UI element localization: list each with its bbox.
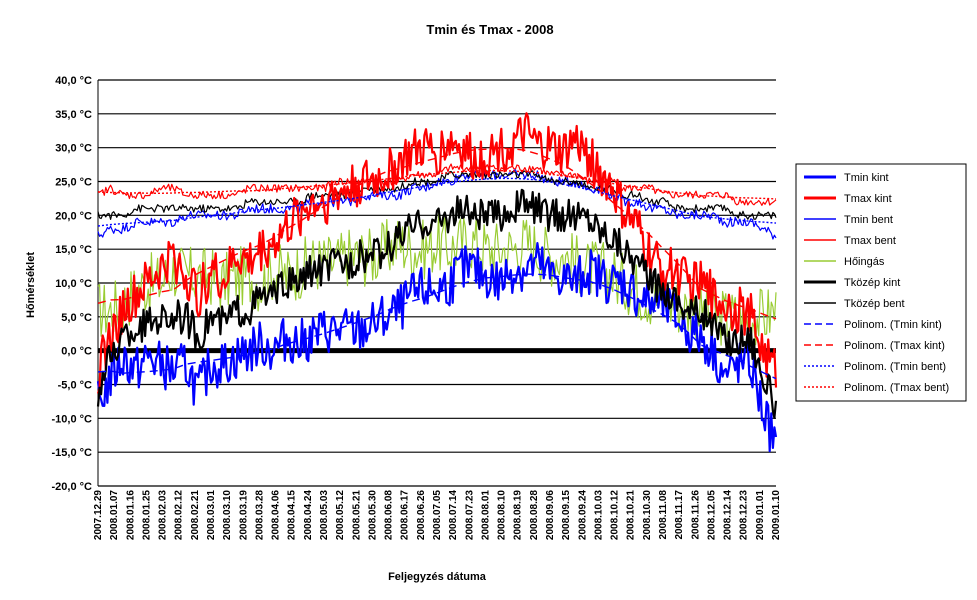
legend: Tmin kint Tmax kint Tmin bent Tmax bent Hőin… bbox=[795, 163, 967, 402]
x-tick-label: 2008.01.16 bbox=[125, 490, 136, 540]
trend-lines bbox=[97, 147, 777, 380]
x-tick-label: 2008.06.08 bbox=[384, 490, 395, 540]
legend-entry: Tmin bent bbox=[844, 214, 893, 226]
x-tick-label: 2008.08.10 bbox=[497, 490, 508, 540]
x-tick-label: 2008.03.19 bbox=[238, 490, 249, 540]
series-line-tk-z-p-kint bbox=[96, 188, 778, 419]
x-tick-label: 2008.10.03 bbox=[593, 490, 604, 540]
y-tick-label: 35,0 °C bbox=[55, 109, 92, 121]
series-line-tmax-kint bbox=[96, 112, 778, 394]
x-tick-label: 2008.10.21 bbox=[626, 490, 637, 540]
series-line-tk-z-p-bent bbox=[97, 170, 777, 220]
x-tick-label: 2008.12.23 bbox=[739, 490, 750, 540]
legend-entry: Polinom. (Tmin kint) bbox=[844, 319, 942, 331]
x-tick-label: 2008.05.12 bbox=[335, 490, 346, 540]
y-tick-label: -10,0 °C bbox=[52, 413, 93, 425]
y-tick-label: 20,0 °C bbox=[55, 210, 92, 222]
x-tick-label: 2008.05.30 bbox=[367, 490, 378, 540]
y-tick-label: 5,0 °C bbox=[61, 312, 92, 324]
x-tick-label: 2008.11.17 bbox=[674, 490, 685, 540]
y-tick-label: 25,0 °C bbox=[55, 177, 92, 189]
trend-line-polinom-tmin-bent- bbox=[97, 177, 777, 227]
x-tick-label: 2008.07.23 bbox=[464, 490, 475, 540]
x-tick-label: 2008.07.14 bbox=[448, 490, 459, 540]
x-tick-label: 2008.05.21 bbox=[351, 490, 362, 540]
x-tick-label: 2008.09.06 bbox=[545, 490, 556, 540]
x-tick-label: 2008.11.26 bbox=[690, 490, 701, 540]
x-tick-label: 2008.08.19 bbox=[513, 490, 524, 540]
x-tick-label: 2008.10.30 bbox=[642, 490, 653, 540]
legend-entry: Polinom. (Tmin bent) bbox=[844, 361, 946, 373]
x-tick-label: 2008.06.26 bbox=[416, 490, 427, 540]
legend-entry: Tközép kint bbox=[844, 277, 900, 289]
x-tick-label: 2008.09.24 bbox=[577, 490, 588, 540]
x-tick-label: 2008.10.12 bbox=[610, 490, 621, 540]
y-tick-label: 15,0 °C bbox=[55, 244, 92, 256]
x-tick-label: 2008.11.08 bbox=[658, 490, 669, 540]
x-tick-label: 2009.01.01 bbox=[755, 490, 766, 540]
y-tick-label: 10,0 °C bbox=[55, 278, 92, 290]
y-tick-label: -20,0 °C bbox=[52, 481, 93, 493]
grid bbox=[97, 79, 776, 487]
x-tick-label: 2008.02.03 bbox=[158, 490, 169, 540]
x-tick-label: 2007.12.29 bbox=[93, 490, 104, 540]
y-tick-labels: -20,0 °C -15,0 °C -10,0 °C -5,0 °C 0,0 °C 5,0… bbox=[52, 75, 93, 493]
x-tick-label: 2008.02.21 bbox=[190, 490, 201, 540]
x-tick-label: 2008.03.28 bbox=[254, 490, 265, 540]
legend-entry: Polinom. (Tmax kint) bbox=[844, 340, 945, 352]
legend-entry: Tmax bent bbox=[844, 235, 896, 247]
series-line-tmin-bent bbox=[97, 169, 777, 240]
y-tick-label: -15,0 °C bbox=[52, 447, 93, 459]
y-tick-label: 40,0 °C bbox=[55, 75, 92, 87]
x-tick-label: 2008.02.12 bbox=[174, 490, 185, 540]
trend-line-polinom-tmax-bent- bbox=[97, 169, 777, 200]
x-tick-label: 2008.12.14 bbox=[723, 490, 734, 540]
x-tick-label: 2008.04.24 bbox=[303, 490, 314, 540]
x-axis-label: Feljegyzés dátuma bbox=[388, 571, 487, 583]
x-tick-label: 2008.09.15 bbox=[561, 490, 572, 540]
y-tick-label: 30,0 °C bbox=[55, 143, 92, 155]
y-axis-label: Hőmérséklet bbox=[25, 252, 37, 318]
x-tick-label: 2008.06.17 bbox=[400, 490, 411, 540]
series-lines bbox=[96, 112, 778, 453]
x-tick-label: 2008.03.10 bbox=[222, 490, 233, 540]
legend-entry: Polinom. (Tmax bent) bbox=[844, 382, 949, 394]
x-tick-label: 2008.12.05 bbox=[706, 490, 717, 540]
x-tick-label: 2008.01.25 bbox=[141, 490, 152, 540]
legend-entry: Tmin kint bbox=[844, 172, 889, 184]
legend-entry: Tközép bent bbox=[844, 298, 905, 310]
x-tick-label: 2008.08.01 bbox=[480, 490, 491, 540]
x-tick-label: 2008.01.07 bbox=[109, 490, 120, 540]
x-tick-label: 2008.04.06 bbox=[271, 490, 282, 540]
legend-entry: Hőingás bbox=[844, 256, 885, 268]
x-tick-labels: 2007.12.29 2008.01.07 2008.01.16 2008.01.25… bbox=[93, 490, 782, 540]
x-tick-label: 2008.05.03 bbox=[319, 490, 330, 540]
x-tick-label: 2009.01.10 bbox=[771, 490, 782, 540]
x-tick-label: 2008.04.15 bbox=[287, 490, 298, 540]
y-tick-label: -5,0 °C bbox=[58, 380, 92, 392]
legend-entry: Tmax kint bbox=[844, 193, 892, 205]
x-tick-label: 2008.08.28 bbox=[529, 490, 540, 540]
x-tick-label: 2008.07.05 bbox=[432, 490, 443, 540]
series-line-tmin-kint bbox=[96, 242, 778, 453]
trend-line-polinom-tmax-kint- bbox=[97, 147, 777, 320]
y-tick-label: 0,0 °C bbox=[61, 346, 92, 358]
chart-title: Tmin és Tmax - 2008 bbox=[426, 22, 553, 37]
x-tick-label: 2008.03.01 bbox=[206, 490, 217, 540]
trend-line-polinom-tmin-kint- bbox=[97, 273, 777, 380]
